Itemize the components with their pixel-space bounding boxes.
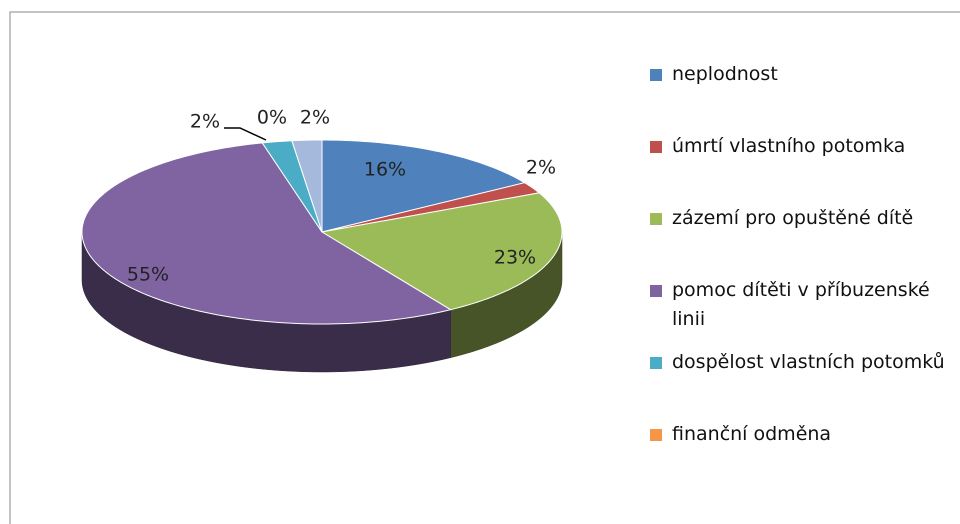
data-label: 2% bbox=[300, 107, 330, 129]
data-label: 2% bbox=[526, 157, 556, 179]
slice bbox=[261, 140, 323, 233]
slice bbox=[291, 139, 323, 233]
slice bbox=[81, 142, 452, 325]
legend-item: neplodnost bbox=[650, 60, 950, 132]
data-label: 2% bbox=[190, 111, 220, 133]
legend-swatch bbox=[650, 141, 662, 153]
legend-swatch bbox=[650, 69, 662, 81]
legend-label: finanční odměna bbox=[672, 423, 832, 445]
legend-item: dospělost vlastních potomků bbox=[650, 348, 950, 420]
data-label: 55% bbox=[127, 264, 169, 286]
legend-label: dospělost vlastních potomků bbox=[672, 351, 945, 373]
slice bbox=[321, 182, 541, 233]
slice bbox=[320, 192, 563, 311]
data-label: 16% bbox=[364, 159, 406, 181]
legend-swatch bbox=[650, 357, 662, 369]
legend: neplodnost úmrtí vlastního potomka zázemí … bbox=[650, 60, 950, 492]
legend-item: úmrtí vlastního potomka bbox=[650, 132, 950, 204]
legend-swatch bbox=[650, 429, 662, 441]
legend-label: úmrtí vlastního potomka bbox=[672, 135, 906, 157]
legend-item: finanční odměna bbox=[650, 420, 950, 492]
data-label: 0% bbox=[257, 107, 287, 129]
legend-label: pomoc dítěti v příbuzenské linii bbox=[672, 279, 930, 330]
legend-swatch bbox=[650, 285, 662, 297]
data-label: 23% bbox=[494, 247, 536, 269]
legend-item: zázemí pro opuštěné dítě bbox=[650, 204, 950, 276]
legend-swatch bbox=[650, 213, 662, 225]
legend-item: pomoc dítěti v příbuzenské linii bbox=[650, 276, 950, 348]
slice bbox=[321, 139, 526, 233]
leader-line bbox=[224, 127, 267, 141]
legend-label: zázemí pro opuštěné dítě bbox=[672, 207, 914, 229]
legend-label: neplodnost bbox=[672, 63, 778, 85]
